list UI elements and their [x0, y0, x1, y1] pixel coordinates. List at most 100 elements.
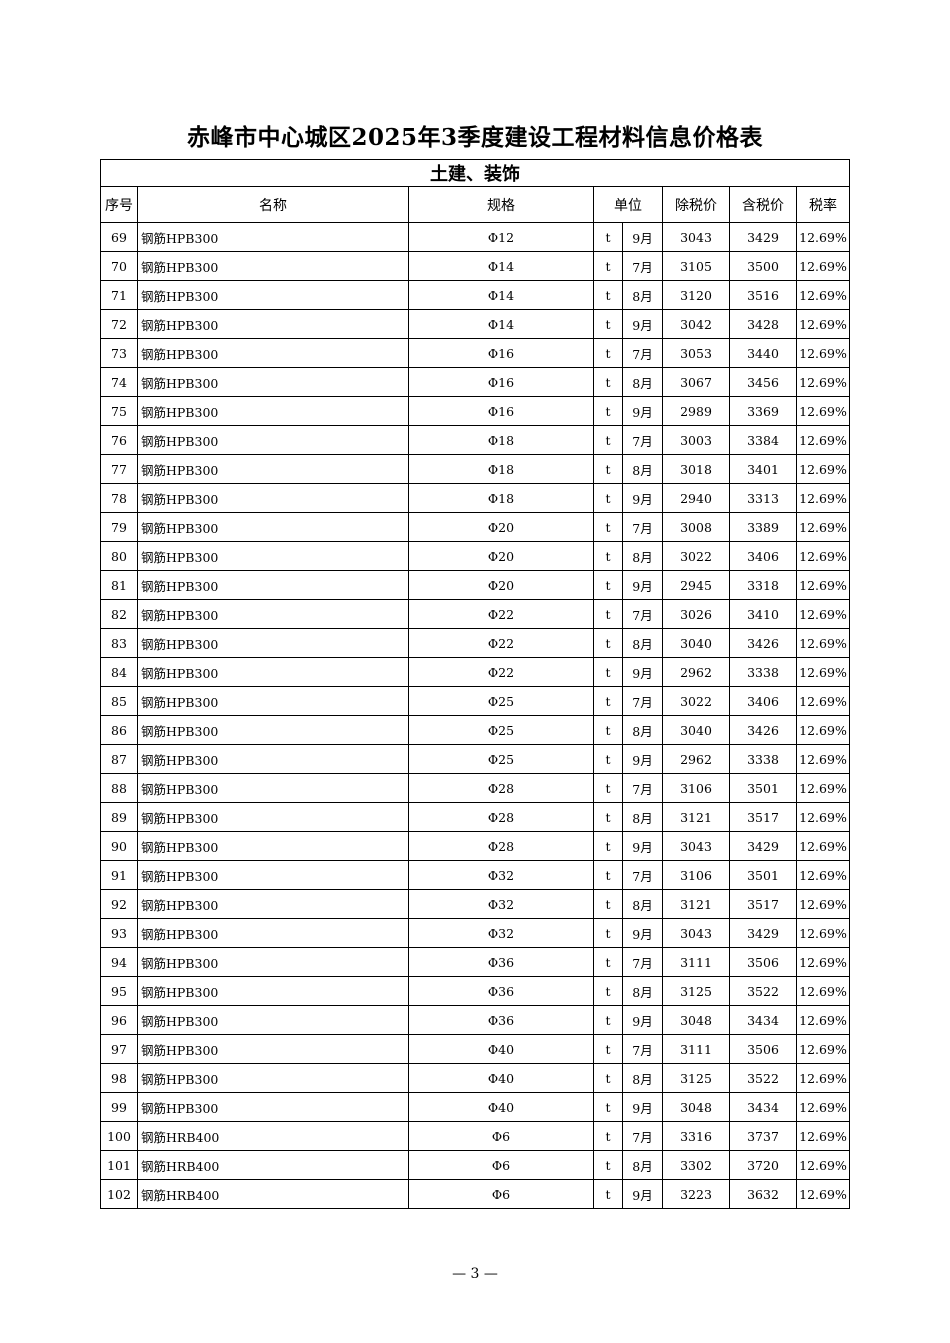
cell-price-in-tax: 3429: [729, 831, 797, 861]
section-title: 土建、装饰: [100, 159, 850, 187]
cell-price-in-tax: 3516: [729, 280, 797, 310]
cell-price-in-tax: 3406: [729, 686, 797, 716]
cell-name: 钢筋HPB300: [137, 715, 409, 745]
table-row: 98 钢筋HPB300 Φ40 t 8月 3125 3522 12.69%: [100, 1063, 850, 1093]
cell-name: 钢筋HRB400: [137, 1150, 409, 1180]
cell-tax-rate: 12.69%: [796, 570, 850, 600]
cell-name: 钢筋HPB300: [137, 222, 409, 252]
cell-no: 94: [100, 947, 138, 977]
cell-name: 钢筋HPB300: [137, 773, 409, 803]
cell-price-in-tax: 3369: [729, 396, 797, 426]
cell-tax-rate: 12.69%: [796, 280, 850, 310]
cell-price-ex-tax: 3042: [662, 309, 730, 339]
cell-price-in-tax: 3338: [729, 744, 797, 774]
cell-price-ex-tax: 3008: [662, 512, 730, 542]
cell-tax-rate: 12.69%: [796, 715, 850, 745]
cell-price-ex-tax: 3121: [662, 889, 730, 919]
cell-no: 101: [100, 1150, 138, 1180]
cell-price-ex-tax: 3125: [662, 976, 730, 1006]
table-row: 72 钢筋HPB300 Φ14 t 9月 3042 3428 12.69%: [100, 309, 850, 339]
cell-no: 83: [100, 628, 138, 658]
cell-spec: Φ6: [408, 1179, 594, 1209]
cell-unit: t: [593, 1034, 623, 1064]
cell-no: 75: [100, 396, 138, 426]
cell-price-in-tax: 3506: [729, 1034, 797, 1064]
page-title: 赤峰市中心城区2025年3季度建设工程材料信息价格表: [186, 124, 764, 151]
table-row: 101 钢筋HRB400 Φ6 t 8月 3302 3720 12.69%: [100, 1150, 850, 1180]
cell-month: 7月: [622, 773, 663, 803]
cell-tax-rate: 12.69%: [796, 1150, 850, 1180]
cell-spec: Φ32: [408, 889, 594, 919]
cell-price-ex-tax: 3040: [662, 715, 730, 745]
cell-price-in-tax: 3522: [729, 976, 797, 1006]
cell-month: 7月: [622, 599, 663, 629]
table-row: 95 钢筋HPB300 Φ36 t 8月 3125 3522 12.69%: [100, 976, 850, 1006]
cell-price-ex-tax: 3048: [662, 1092, 730, 1122]
cell-spec: Φ18: [408, 425, 594, 455]
price-table: 土建、装饰 序号 名称 规格 单位 除税价 含税价 税率 69 钢筋HPB300 Φ…: [100, 159, 850, 1209]
cell-price-in-tax: 3426: [729, 628, 797, 658]
cell-price-ex-tax: 3043: [662, 831, 730, 861]
cell-price-in-tax: 3318: [729, 570, 797, 600]
cell-name: 钢筋HPB300: [137, 802, 409, 832]
cell-price-ex-tax: 3018: [662, 454, 730, 484]
cell-name: 钢筋HPB300: [137, 251, 409, 281]
cell-month: 7月: [622, 947, 663, 977]
cell-month: 8月: [622, 280, 663, 310]
cell-tax-rate: 12.69%: [796, 1034, 850, 1064]
cell-no: 85: [100, 686, 138, 716]
cell-price-in-tax: 3501: [729, 860, 797, 890]
table-row: 100 钢筋HRB400 Φ6 t 7月 3316 3737 12.69%: [100, 1121, 850, 1151]
cell-price-in-tax: 3428: [729, 309, 797, 339]
cell-no: 95: [100, 976, 138, 1006]
cell-tax-rate: 12.69%: [796, 802, 850, 832]
cell-spec: Φ25: [408, 715, 594, 745]
cell-unit: t: [593, 686, 623, 716]
table-row: 87 钢筋HPB300 Φ25 t 9月 2962 3338 12.69%: [100, 744, 850, 774]
cell-unit: t: [593, 251, 623, 281]
cell-unit: t: [593, 1005, 623, 1035]
cell-name: 钢筋HPB300: [137, 889, 409, 919]
table-row: 79 钢筋HPB300 Φ20 t 7月 3008 3389 12.69%: [100, 512, 850, 542]
cell-price-in-tax: 3406: [729, 541, 797, 571]
section-header-row: 土建、装饰: [100, 159, 850, 187]
cell-spec: Φ18: [408, 483, 594, 513]
cell-tax-rate: 12.69%: [796, 541, 850, 571]
cell-price-in-tax: 3434: [729, 1005, 797, 1035]
cell-spec: Φ18: [408, 454, 594, 484]
cell-spec: Φ20: [408, 570, 594, 600]
cell-name: 钢筋HPB300: [137, 396, 409, 426]
cell-price-ex-tax: 3302: [662, 1150, 730, 1180]
header-price-in-tax: 含税价: [729, 186, 797, 223]
cell-tax-rate: 12.69%: [796, 512, 850, 542]
cell-tax-rate: 12.69%: [796, 1063, 850, 1093]
cell-name: 钢筋HPB300: [137, 338, 409, 368]
cell-spec: Φ6: [408, 1121, 594, 1151]
cell-price-in-tax: 3517: [729, 889, 797, 919]
cell-tax-rate: 12.69%: [796, 860, 850, 890]
cell-name: 钢筋HPB300: [137, 541, 409, 571]
cell-price-ex-tax: 3048: [662, 1005, 730, 1035]
cell-tax-rate: 12.69%: [796, 947, 850, 977]
header-unit: 单位: [593, 186, 663, 223]
cell-unit: t: [593, 396, 623, 426]
cell-unit: t: [593, 570, 623, 600]
cell-month: 9月: [622, 309, 663, 339]
cell-month: 7月: [622, 425, 663, 455]
header-spec: 规格: [408, 186, 594, 223]
cell-tax-rate: 12.69%: [796, 222, 850, 252]
cell-spec: Φ14: [408, 309, 594, 339]
cell-price-ex-tax: 3067: [662, 367, 730, 397]
cell-tax-rate: 12.69%: [796, 251, 850, 281]
cell-spec: Φ20: [408, 512, 594, 542]
cell-name: 钢筋HRB400: [137, 1179, 409, 1209]
cell-month: 9月: [622, 1179, 663, 1209]
cell-spec: Φ32: [408, 860, 594, 890]
cell-unit: t: [593, 338, 623, 368]
table-row: 73 钢筋HPB300 Φ16 t 7月 3053 3440 12.69%: [100, 338, 850, 368]
table-row: 78 钢筋HPB300 Φ18 t 9月 2940 3313 12.69%: [100, 483, 850, 513]
cell-unit: t: [593, 715, 623, 745]
cell-month: 7月: [622, 338, 663, 368]
cell-unit: t: [593, 831, 623, 861]
